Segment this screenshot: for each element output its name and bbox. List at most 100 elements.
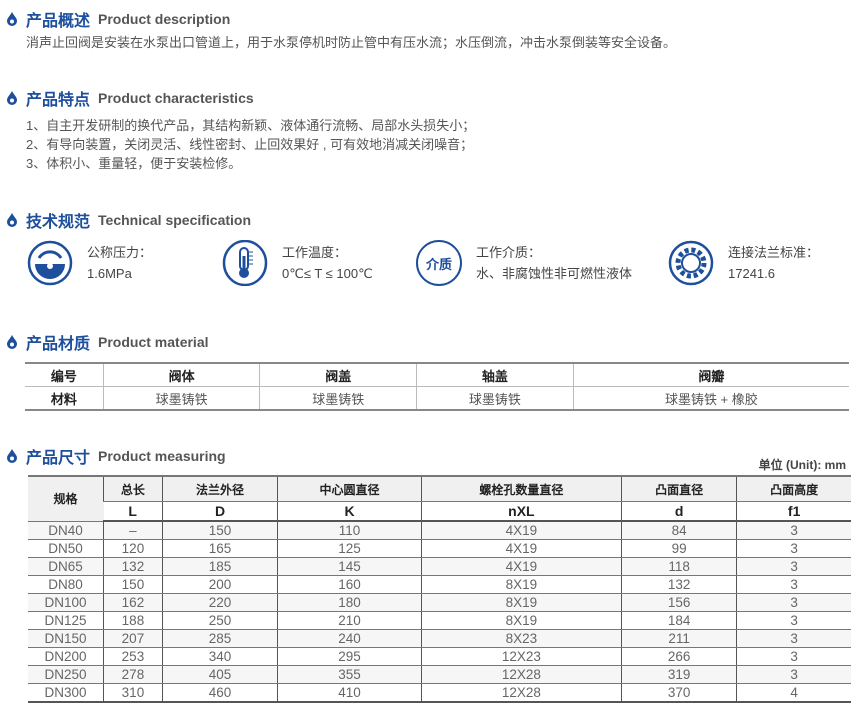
table-row: DN200 253 340 295 12X23 266 3 xyxy=(28,647,851,666)
header-cell: 规格 xyxy=(28,475,104,522)
table-header-row: 规格 总长 法兰外径 中心圆直径 螺栓孔数量直径 凸面直径 凸面高度 xyxy=(28,475,851,522)
cell: DN80 xyxy=(28,575,104,594)
material-table: 编号 阀体 阀盖 轴盖 阀瓣 材料 球墨铸铁 球墨铸铁 球墨铸铁 球墨铸铁 + 橡胶 xyxy=(25,362,849,411)
cell: 99 xyxy=(620,539,737,558)
cell: 211 xyxy=(620,629,737,648)
header-cell: d xyxy=(620,501,737,522)
cell: 3 xyxy=(736,665,851,684)
cell: DN65 xyxy=(28,557,104,576)
water-drop-icon xyxy=(7,335,17,349)
header-cell: D xyxy=(161,501,278,522)
spec-flange: 连接法兰标准： 17241.6 xyxy=(668,240,819,286)
cell: 132 xyxy=(620,575,737,594)
cell: 3 xyxy=(736,557,851,576)
cell: DN40 xyxy=(28,521,104,540)
cell: 250 xyxy=(161,611,278,630)
section-heading-material: 产品材质 Product material xyxy=(6,331,209,353)
cell: DN150 xyxy=(28,629,104,648)
cell: 188 xyxy=(103,611,163,630)
section-heading-measuring: 产品尺寸 Product measuring xyxy=(6,445,226,467)
cell: 266 xyxy=(620,647,737,666)
cell: 8X23 xyxy=(420,629,622,648)
header-cell: 凸面高度 xyxy=(736,475,851,502)
section-heading-characteristics: 产品特点 Product characteristics xyxy=(6,87,254,109)
cell: 8X19 xyxy=(420,611,622,630)
cell: 240 xyxy=(277,629,422,648)
cell: 3 xyxy=(736,575,851,594)
cell: 285 xyxy=(161,629,278,648)
spec-value: 0℃≤ T ≤ 100℃ xyxy=(282,266,373,281)
table-row: DN100 162 220 180 8X19 156 3 xyxy=(28,593,851,612)
water-drop-icon xyxy=(7,213,17,227)
spec-value: 17241.6 xyxy=(728,266,775,281)
cell: 405 xyxy=(161,665,278,684)
cell: DN200 xyxy=(28,647,104,666)
header-cell: 凸面直径 xyxy=(620,475,737,502)
heading-zh: 产品特点 xyxy=(26,92,91,109)
header-cell: 中心圆直径 xyxy=(277,475,422,502)
heading-zh: 产品概述 xyxy=(26,13,91,30)
spec-pressure: 公称压力： 1.6MPa xyxy=(27,240,152,286)
row-label: 材料 xyxy=(25,386,104,411)
cell: 125 xyxy=(277,539,422,558)
header-cell: nXL xyxy=(420,501,622,522)
list-item: 3、体积小、重量轻，便于安装检修。 xyxy=(26,156,242,171)
heading-zh: 产品材质 xyxy=(26,336,91,353)
section-heading-technical: 技术规范 Technical specification xyxy=(6,209,251,231)
water-drop-icon xyxy=(7,12,17,26)
cell: 165 xyxy=(161,539,278,558)
cell: 210 xyxy=(277,611,422,630)
heading-en: Technical specification xyxy=(98,212,252,228)
spec-label: 工作介质： xyxy=(476,245,542,260)
cell: 4X19 xyxy=(420,521,622,540)
cell: 180 xyxy=(277,593,422,612)
spec-value: 水、非腐蚀性非可燃性液体 xyxy=(476,266,633,281)
water-drop-icon xyxy=(7,449,17,463)
cell: 340 xyxy=(161,647,278,666)
table-row: DN50 120 165 125 4X19 99 3 xyxy=(28,539,851,558)
spec-label: 公称压力： xyxy=(87,245,153,260)
heading-zh: 技术规范 xyxy=(26,214,91,231)
cell: 8X19 xyxy=(420,593,622,612)
heading-en: Product material xyxy=(98,334,209,350)
spec-label: 工作温度： xyxy=(282,245,348,260)
cell: 3 xyxy=(736,593,851,612)
thermometer-icon xyxy=(222,240,268,286)
header-cell: 法兰外径 xyxy=(161,475,278,502)
characteristics-list: 1、自主开发研制的换代产品，其结构新颖、液体通行流畅、局部水头损失小； 2、有导… xyxy=(26,116,475,173)
cell: 12X23 xyxy=(420,647,622,666)
pressure-gauge-icon xyxy=(27,240,73,286)
heading-en: Product description xyxy=(98,11,231,27)
cell: 145 xyxy=(277,557,422,576)
table-row: DN250 278 405 355 12X28 319 3 xyxy=(28,665,851,684)
spec-medium: 介质 工作介质： 水、非腐蚀性非可燃性液体 xyxy=(416,240,632,286)
cell: 4X19 xyxy=(420,539,622,558)
cell: 310 xyxy=(103,683,163,703)
cell: 3 xyxy=(736,647,851,666)
cell: 200 xyxy=(161,575,278,594)
cell: 370 xyxy=(620,683,737,703)
description-text: 消声止回阀是安装在水泵出口管道上，用于水泵停机时防止管中有压水流；水压倒流，冲击… xyxy=(26,35,677,50)
table-header-row: 编号 阀体 阀盖 轴盖 阀瓣 xyxy=(25,362,849,387)
cell: DN250 xyxy=(28,665,104,684)
cell: 156 xyxy=(620,593,737,612)
cell: 185 xyxy=(161,557,278,576)
cell: – xyxy=(103,521,163,540)
cell: 4 xyxy=(736,683,851,703)
unit-label: 单位 (Unit): mm xyxy=(758,458,846,472)
cell: DN100 xyxy=(28,593,104,612)
heading-en: Product measuring xyxy=(98,448,226,464)
spec-label: 连接法兰标准： xyxy=(728,245,820,260)
header-cell: 阀盖 xyxy=(259,362,417,387)
header-cell: 螺栓孔数量直径 xyxy=(420,475,622,502)
heading-en: Product characteristics xyxy=(98,90,254,106)
header-cell: 编号 xyxy=(25,362,104,387)
cell: 球墨铸铁 xyxy=(259,386,417,411)
cell: 12X28 xyxy=(420,683,622,703)
cell: DN300 xyxy=(28,683,104,703)
header-cell: K xyxy=(277,501,422,522)
table-row: DN65 132 185 145 4X19 118 3 xyxy=(28,557,851,576)
table-row: DN125 188 250 210 8X19 184 3 xyxy=(28,611,851,630)
